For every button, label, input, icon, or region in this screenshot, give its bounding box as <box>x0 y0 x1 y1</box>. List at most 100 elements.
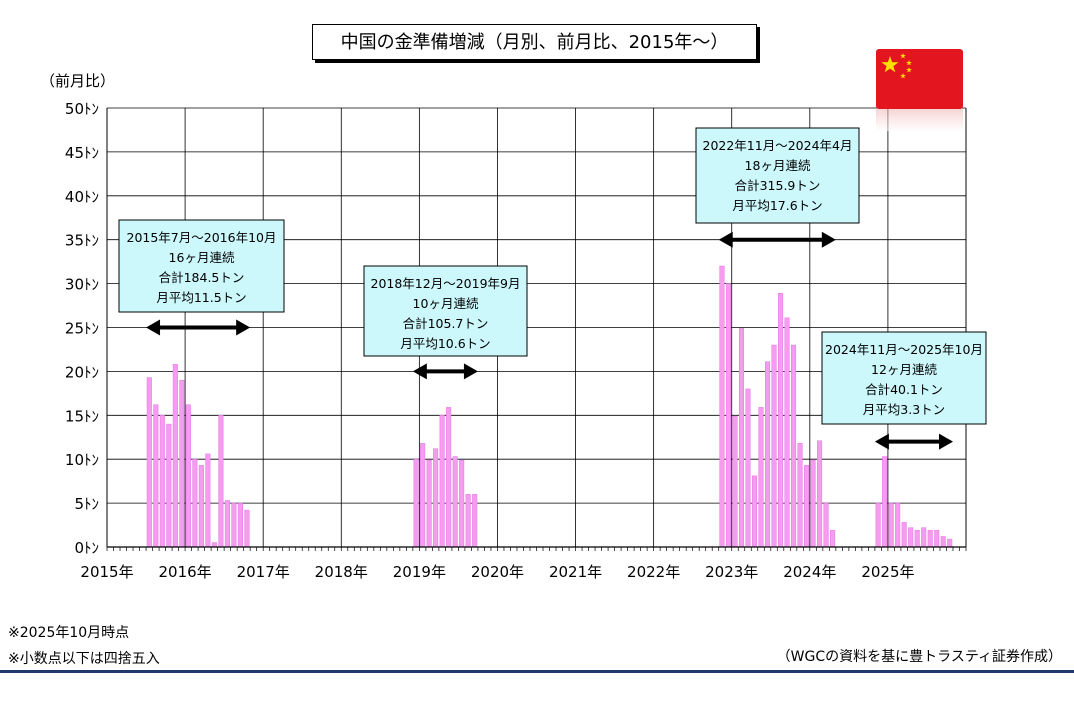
bar <box>804 465 810 548</box>
flag-stars <box>881 53 912 79</box>
annotation-line: 合計315.9トン <box>735 178 821 193</box>
bar <box>459 459 465 548</box>
annotation-frame <box>118 219 285 313</box>
y-tick-label: 40ﾄﾝ <box>65 188 99 206</box>
chart-title: 中国の金準備増減（月別、前月比、2015年～） <box>312 24 757 60</box>
bar <box>764 361 771 548</box>
bar <box>771 344 777 548</box>
annotation-line: 月平均11.5トン <box>156 290 246 305</box>
bar <box>778 293 784 548</box>
bar <box>947 538 953 548</box>
source-credit: （WGCの資料を基に豊トラスティ証券作成） <box>776 649 1062 665</box>
bar <box>179 379 185 548</box>
annotation-frame <box>363 265 528 357</box>
bar <box>875 502 881 548</box>
bar <box>758 407 764 548</box>
bar <box>940 536 946 548</box>
range-arrow-head-left <box>412 363 427 380</box>
bar <box>745 388 751 548</box>
annotation-line: 12ヶ月連続 <box>871 362 937 377</box>
y-tick-label: 45ﾄﾝ <box>65 144 99 162</box>
annotation-line: 2015年7月～2016年10月 <box>127 230 277 245</box>
bar <box>901 522 907 548</box>
y-unit-label: （前月比） <box>40 72 116 90</box>
range-arrow-head-left <box>874 433 889 450</box>
bar <box>797 443 803 548</box>
bar <box>433 448 439 548</box>
y-tick-label: 25ﾄﾝ <box>65 320 99 338</box>
bar <box>198 465 204 548</box>
bar <box>914 530 920 548</box>
y-tick-label: 20ﾄﾝ <box>65 363 99 381</box>
bar <box>823 502 829 548</box>
bar <box>738 328 745 548</box>
bar <box>172 364 178 548</box>
annotation-line: 合計105.7トン <box>403 316 489 331</box>
bar <box>426 459 432 548</box>
bar <box>205 453 211 548</box>
annotation-line: 月平均10.6トン <box>400 336 490 351</box>
bar <box>452 456 458 548</box>
note-as-of: ※2025年10月時点 <box>8 625 130 641</box>
bar <box>224 500 230 548</box>
range-arrow-head-right <box>821 231 836 248</box>
bar <box>882 456 888 548</box>
bar <box>244 509 250 548</box>
annotation-line: 月平均17.6トン <box>732 198 822 213</box>
annotation-line: 2018年12月～2019年9月 <box>371 276 521 291</box>
bar <box>719 265 725 548</box>
bar <box>465 494 471 548</box>
x-tick-label: 2015年 <box>80 563 133 581</box>
bar <box>751 475 758 548</box>
range-arrow-head-left <box>146 319 161 336</box>
range-arrow-head-right <box>938 433 953 450</box>
x-tick-label: 2018年 <box>315 563 368 581</box>
bar <box>185 404 191 548</box>
annotation-line: 月平均3.3トン <box>863 402 945 417</box>
bar <box>237 502 243 548</box>
bar <box>153 404 159 548</box>
bar <box>231 502 237 548</box>
bar <box>908 527 914 548</box>
range-arrow-head-right <box>236 319 251 336</box>
bar <box>146 377 152 548</box>
bar <box>791 344 797 548</box>
annotation-line: 16ヶ月連続 <box>169 250 235 265</box>
x-tick-label: 2016年 <box>158 563 211 581</box>
bar <box>166 423 172 548</box>
bar <box>439 415 445 548</box>
x-tick-label: 2020年 <box>471 563 524 581</box>
bar <box>732 415 738 548</box>
annotation-frame <box>695 127 860 224</box>
bar <box>192 458 198 548</box>
annotation-frame <box>821 331 987 425</box>
bar <box>927 530 933 548</box>
annotation-line: 2022年11月～2024年4月 <box>703 138 853 153</box>
bar <box>921 527 927 548</box>
range-arrow-head-right <box>463 363 478 380</box>
y-tick-label: 5ﾄﾝ <box>74 495 99 513</box>
annotation-line: 合計40.1トン <box>865 382 943 397</box>
y-tick-label: 15ﾄﾝ <box>65 407 99 425</box>
bar <box>725 283 732 548</box>
y-tick-label: 50ﾄﾝ <box>65 100 99 118</box>
x-tick-label: 2024年 <box>783 563 836 581</box>
bar <box>159 415 165 548</box>
annotation-line: 18ヶ月連続 <box>745 158 811 173</box>
footer-rule <box>0 670 1074 673</box>
x-tick-label: 2021年 <box>549 563 602 581</box>
bar <box>810 459 816 548</box>
range-arrow-head-left <box>718 231 733 248</box>
x-tick-label: 2025年 <box>861 563 914 581</box>
bar <box>895 502 901 548</box>
bar <box>784 317 790 548</box>
note-rounding: ※小数点以下は四捨五入 <box>8 651 160 667</box>
y-tick-label: 30ﾄﾝ <box>65 276 99 294</box>
bar <box>830 530 836 548</box>
annotation-line: 2024年11月～2025年10月 <box>825 342 983 357</box>
x-tick-label: 2017年 <box>237 563 290 581</box>
